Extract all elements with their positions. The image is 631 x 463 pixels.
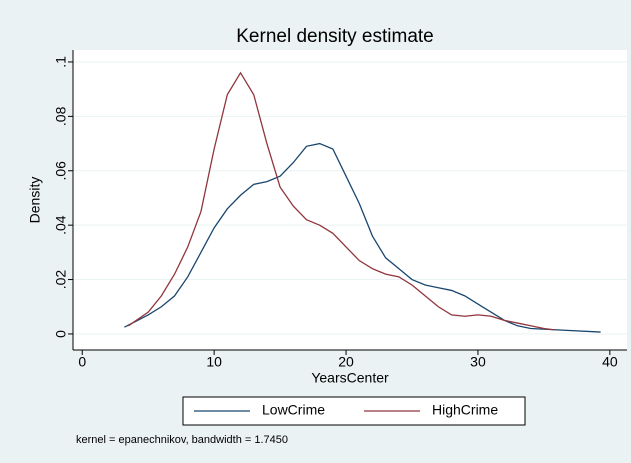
x-axis-label: YearsCenter xyxy=(311,370,389,386)
legend-label: LowCrime xyxy=(262,402,325,418)
note: kernel = epanechnikov, bandwidth = 1.745… xyxy=(76,434,288,446)
line-series xyxy=(128,71,555,331)
y-tick-label: .1 xyxy=(53,56,69,68)
x-tick-label: 40 xyxy=(602,354,618,370)
x-tick-label: 20 xyxy=(338,354,354,370)
y-tick-label: 0 xyxy=(53,330,69,338)
x-tick-label: 10 xyxy=(206,354,222,370)
line-series xyxy=(124,142,601,333)
x-tick-label: 0 xyxy=(78,354,86,370)
legend-label: HighCrime xyxy=(432,402,498,418)
y-tick-label: .06 xyxy=(53,161,69,181)
y-tick-label: .08 xyxy=(53,106,69,126)
plot-area xyxy=(73,50,627,350)
x-tick-label: 30 xyxy=(470,354,486,370)
y-axis-label: Density xyxy=(27,177,43,224)
y-tick-label: .04 xyxy=(53,215,69,235)
chart-title: Kernel density estimate xyxy=(236,26,434,47)
y-tick-label: .02 xyxy=(53,270,69,290)
